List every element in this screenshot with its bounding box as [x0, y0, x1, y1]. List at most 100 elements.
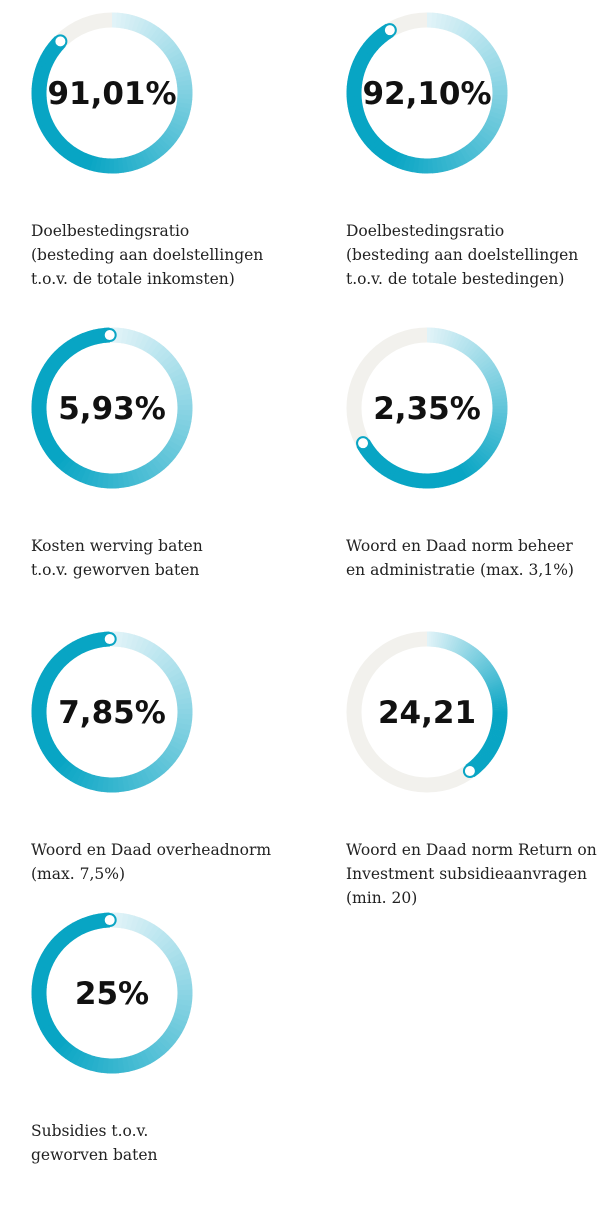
gauge-arc-segment [355, 77, 356, 82]
gauge-arc-segment [498, 76, 499, 81]
gauge-arc-segment [158, 146, 162, 149]
gauge-arc-segment [88, 781, 94, 783]
gauge-arc-segment [139, 159, 144, 161]
gauge-arc-segment [178, 739, 180, 744]
gauge-arc-segment [437, 480, 441, 481]
gauge-arc-segment [175, 56, 177, 61]
label-line: Woord en Daad overheadnorm [31, 838, 321, 862]
gauge-arc-segment [146, 29, 150, 32]
gauge: 92,10% [346, 12, 516, 182]
gauge-arc-segment [362, 56, 365, 61]
gauge-arc-segment [480, 662, 482, 664]
label-line: Subsidies t.o.v. [31, 1119, 321, 1143]
gauge-arc-segment [354, 101, 355, 106]
gauge-arc-segment [481, 138, 484, 142]
gauge-arc-segment [181, 112, 183, 117]
gauge-arc-segment [447, 338, 451, 339]
gauge-arc-segment [49, 749, 52, 754]
gauge-arc-segment [493, 741, 494, 743]
gauge-arc-segment [404, 477, 408, 478]
gauge-arc-segment [151, 346, 156, 349]
gauge-arc-segment [447, 642, 449, 643]
gauge-arc-segment [362, 127, 365, 132]
gauge-arc-segment [132, 923, 138, 925]
gauge-arc-segment [92, 478, 98, 479]
gauge-arc-segment [385, 468, 388, 470]
gauge-arc-segment [169, 948, 172, 953]
gauge-arc-segment [159, 460, 163, 464]
gauge-arc-segment [494, 118, 496, 123]
gauge-arc-segment [163, 760, 167, 764]
gauge-arc-segment [454, 25, 459, 27]
gauge-arc-segment [41, 386, 42, 392]
gauge-arc-segment [127, 1063, 133, 1064]
gauge-arc-segment [170, 448, 173, 453]
gauge-arc-segment [127, 478, 133, 479]
gauge-arc-segment [163, 940, 167, 944]
gauge-arc-segment [180, 734, 182, 739]
gauge-arc-segment [450, 160, 455, 162]
gauge-arc-segment [388, 470, 391, 472]
gauge-arc-segment [359, 119, 361, 124]
gauge-arc-segment [360, 60, 362, 65]
gauge-arc-segment [76, 927, 81, 930]
gauge-arc-segment [178, 1020, 180, 1025]
gauge-value: 25% [75, 976, 149, 1012]
gauge-arc-segment [78, 777, 83, 779]
gauge-arc-segment [379, 35, 383, 38]
gauge-arc-segment [356, 73, 357, 78]
gauge-arc-segment [64, 350, 69, 354]
gauge-arc-segment [177, 680, 179, 685]
gauge-arc-segment [477, 355, 480, 358]
gauge-arc-segment [170, 49, 173, 53]
gauge-arc-segment [498, 392, 499, 396]
gauge-arc-segment [142, 1057, 147, 1060]
gauge-arc-segment [41, 427, 43, 433]
gauge-arc-segment [453, 644, 455, 645]
gauge-arc-segment [181, 1010, 183, 1016]
gauge-arc-segment [43, 431, 45, 436]
gauge-arc-segment [181, 970, 183, 976]
gauge-arc-segment [496, 688, 497, 690]
gauge-arc-segment [45, 59, 47, 64]
gauge-arc-segment [49, 51, 52, 55]
gauge-arc-segment [97, 479, 103, 480]
gauge-arc-segment [122, 336, 128, 337]
gauge-arc-segment [166, 452, 170, 456]
gauge-arc-segment [490, 370, 492, 373]
gauge-arc-segment [444, 478, 448, 479]
gauge-arc-segment [58, 1042, 62, 1046]
gauge-arc-segment [134, 23, 139, 25]
gauge-arc-segment [484, 666, 485, 668]
gauge-arc-segment [40, 106, 41, 111]
gauge-arc-segment [151, 152, 155, 155]
gauge-arc-segment [42, 686, 44, 692]
gauge-arc-segment [67, 651, 72, 654]
gauge-arc-segment [40, 422, 41, 428]
gauge-arc-segment [437, 336, 441, 337]
gauge-arc-segment [480, 760, 482, 762]
gauge: 5,93% [31, 327, 201, 497]
gauge-arc-segment [40, 75, 41, 80]
gauge-arc-segment [48, 672, 51, 677]
gauge-arc-segment [483, 757, 484, 759]
gauge-arc-segment [447, 477, 451, 478]
gauge-arc-segment [55, 138, 58, 142]
gauge-arc-segment [163, 1041, 167, 1045]
gauge-arc-segment [469, 348, 472, 350]
gauge-arc-segment [441, 336, 445, 337]
gauge-arc-segment [122, 921, 128, 922]
gauge-arc-segment [137, 778, 142, 780]
gauge-arc-segment [146, 773, 151, 776]
gauge-arc-segment [102, 1065, 108, 1066]
label-line: (max. 7,5%) [31, 862, 321, 886]
gauge-arc-segment [39, 411, 40, 417]
gauge-arc-segment [372, 41, 376, 45]
gauge-arc-segment [436, 21, 441, 22]
gauge-arc-segment [39, 396, 40, 402]
gauge-arc-segment [183, 77, 184, 82]
gauge: 91,01% [31, 12, 201, 182]
gauge-arc-segment [400, 476, 404, 477]
gauge-arc-segment [489, 126, 492, 131]
gauge-arc-segment [484, 362, 486, 365]
